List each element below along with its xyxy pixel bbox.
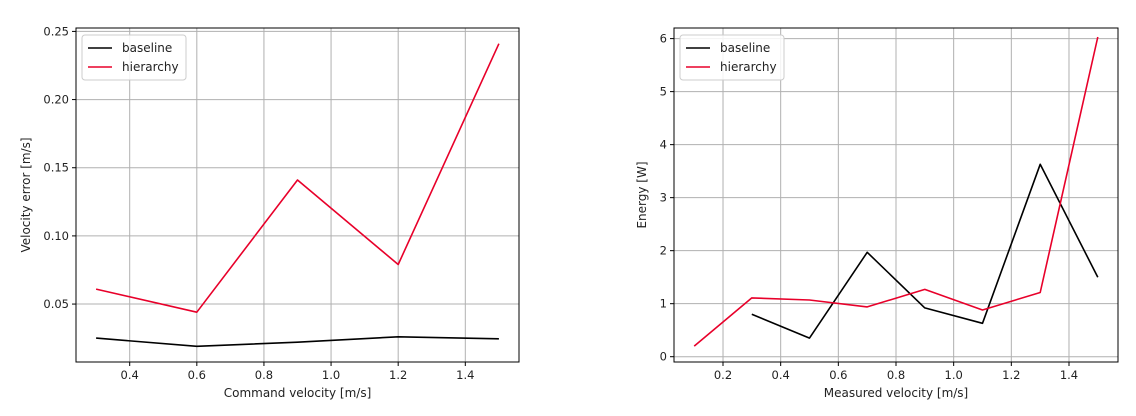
chart-2-y-tick-label: 6: [660, 32, 667, 46]
chart-2-series-baseline-line: [751, 163, 1099, 339]
chart-1-y-axis-label: Velocity error [m/s]: [19, 137, 33, 252]
chart-2-y-axis-label: Energy [W]: [635, 161, 649, 228]
chart-2-legend: baseline hierarchy: [679, 34, 785, 81]
chart-2-x-tick-label: 0.2: [714, 368, 732, 382]
chart-2-series-hierarchy-line: [693, 36, 1099, 347]
chart-1-x-axis-label: Command velocity [m/s]: [224, 386, 372, 400]
chart-1-y-tick-label: 0.10: [43, 229, 69, 243]
chart-1-plot-frame: [75, 27, 520, 363]
chart-2-x-axis-label: Measured velocity [m/s]: [824, 386, 969, 400]
chart-1-x-tick-label: 1.2: [389, 368, 407, 382]
chart-2-x-tick-label: 0.8: [887, 368, 905, 382]
chart-2-y-tick-label: 2: [660, 244, 667, 258]
chart-2-x-tick-label: 1.2: [1002, 368, 1020, 382]
chart-1-y-tick-label: 0.25: [43, 24, 69, 38]
chart-2-legend-label-baseline: baseline: [720, 41, 770, 55]
chart-2-x-tick-label: 1.0: [945, 368, 963, 382]
chart-1-y-tick-label: 0.20: [43, 93, 69, 107]
chart-2-y-tick-label: 5: [660, 85, 667, 99]
chart-1: 0.4 0.6 0.8 1.0 1.2 1.4 0.05 0.10 0.15 0.20 0.25 Co…: [19, 24, 520, 400]
chart-2-legend-label-hierarchy: hierarchy: [720, 60, 777, 74]
chart-2-legend-box: [679, 34, 785, 81]
chart-1-x-tick-label: 0.8: [255, 368, 273, 382]
chart-1-x-tick-label: 1.0: [322, 368, 340, 382]
chart-2-y-tick-label: 4: [660, 138, 667, 152]
chart-2-x-tick-label: 1.4: [1060, 368, 1078, 382]
chart-2: 0.2 0.4 0.6 0.8 1.0 1.2 1.4 0 1 2 3 4 5 6 Measured vel…: [635, 27, 1119, 400]
chart-1-legend-box: [81, 34, 187, 81]
chart-2-x-tick-label: 0.6: [829, 368, 847, 382]
chart-2-x-tick-label: 0.4: [772, 368, 790, 382]
chart-1-y-tick-label: 0.05: [43, 297, 69, 311]
chart-1-x-tick-label: 0.4: [121, 368, 139, 382]
chart-2-y-tick-label: 3: [660, 191, 667, 205]
chart-1-legend-label-hierarchy: hierarchy: [122, 60, 179, 74]
chart-1-legend-label-baseline: baseline: [122, 41, 172, 55]
chart-2-y-tick-label: 1: [660, 297, 667, 311]
chart-1-y-tick-label: 0.15: [43, 161, 69, 175]
chart-1-legend: baseline hierarchy: [81, 34, 187, 81]
chart-1-series-baseline-line: [96, 335, 499, 348]
chart-1-x-tick-label: 1.4: [456, 368, 474, 382]
chart-2-y-tick-label: 0: [660, 350, 667, 364]
chart-1-x-tick-label: 0.6: [188, 368, 206, 382]
chart-1-series-hierarchy-line: [95, 43, 500, 314]
